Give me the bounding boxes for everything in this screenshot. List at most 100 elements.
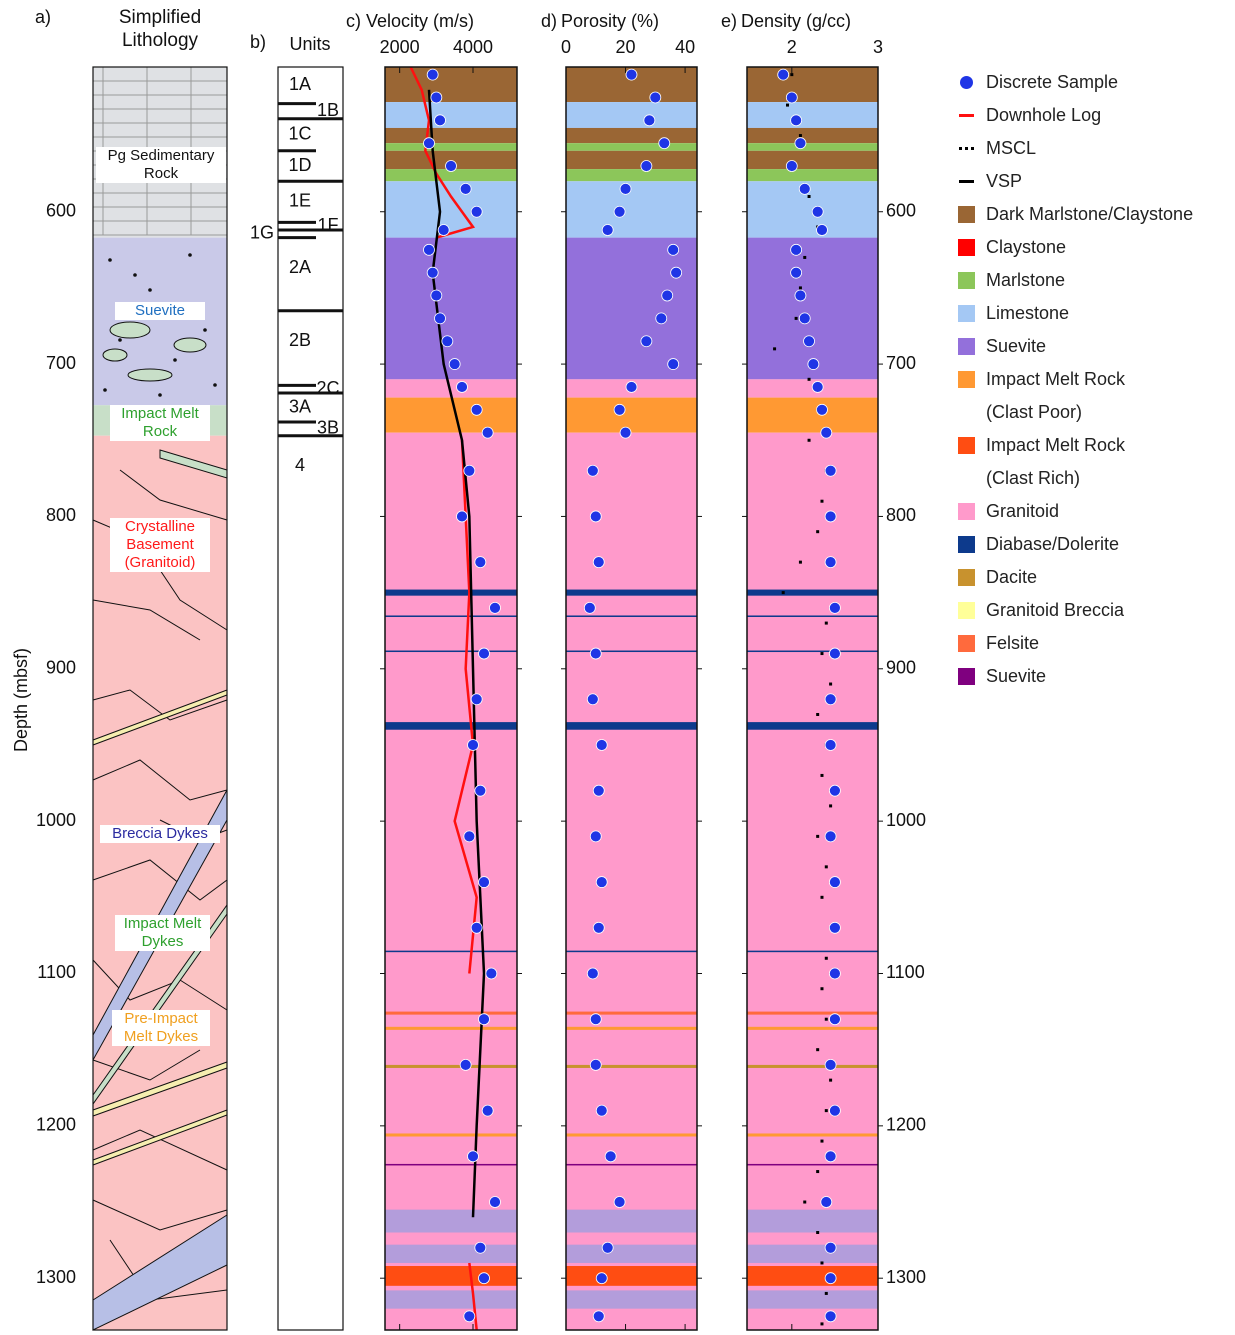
sample-point [821,427,832,438]
legend-symbol [958,297,986,330]
lithology-band [385,615,517,617]
lithology-band [747,433,878,1330]
lithology-band [747,615,878,617]
lithology-band [385,590,517,596]
sample-point [464,831,475,842]
mscl-dot [816,835,819,838]
sample-point [829,1014,840,1025]
clast [133,273,137,277]
unit-label: 1C [288,124,311,144]
sample-point [829,785,840,796]
legend-symbol [958,165,986,198]
legend-symbol [958,528,986,561]
legend-symbol [958,132,986,165]
lithology-band [385,1245,517,1263]
lithology-band [566,590,697,596]
sample-point [825,739,836,750]
lithology-label: Pg Sedimentary Rock [96,147,226,183]
sample-point [590,511,601,522]
sample-point [584,602,595,613]
lithology-band [747,1210,878,1233]
lithology-band [385,1027,517,1030]
legend-swatch [958,635,975,652]
mscl-dot [825,622,828,625]
legend-symbol [958,264,986,297]
legend-symbol [958,330,986,363]
sample-point [593,1311,604,1322]
sample-point [438,225,449,236]
legend-swatch [958,305,975,322]
lithology-band [385,722,517,730]
legend-symbol [958,99,986,132]
legend-item: Impact Melt Rock (Clast Poor) [958,363,1228,429]
sample-point [829,968,840,979]
clast [148,288,152,292]
depth-tick-label: 1000 [886,810,926,830]
legend-label: VSP [986,165,1022,198]
sample-point [602,225,613,236]
legend-label: Impact Melt Rock (Clast Rich) [986,429,1125,495]
sample-point [587,465,598,476]
sample-point [641,161,652,172]
x-tick-label: 40 [675,37,695,57]
legend-item: Felsite [958,627,1228,660]
legend-swatch [958,569,975,586]
depth-tick-label: 700 [46,353,76,373]
lithology-band [747,238,878,380]
unit-label: 1A [289,74,311,94]
lithology-band [566,1012,697,1015]
sample-point [435,313,446,324]
unit-label: 2C [316,378,339,398]
lithology-band [747,398,878,433]
legend-item: Impact Melt Rock (Clast Rich) [958,429,1228,495]
lithology-band [385,1210,517,1233]
sample-point [475,785,486,796]
sample-point [490,1197,501,1208]
sample-point [829,602,840,613]
legend-swatch [958,602,975,619]
sample-point [659,138,670,149]
sample-point [786,161,797,172]
lithology-band [385,398,517,433]
legend-symbol [958,231,986,264]
sample-point [490,602,501,613]
sample-point [825,1242,836,1253]
sample-point [596,1273,607,1284]
legend-swatch [958,239,975,256]
panel: d)Porosity (%)02040 [541,11,702,1330]
lithology-band [747,1133,878,1136]
unit-label: 1G [250,223,274,243]
dyke-label: Impact Melt Dykes [115,915,210,951]
depth-tick-label: 800 [886,505,916,525]
mscl-dot [820,1261,823,1264]
legend-swatch [958,668,975,685]
sample-point [449,359,460,370]
depth-tick-label: 900 [886,658,916,678]
sample-point [424,138,435,149]
mscl-dot [816,1048,819,1051]
lithology-band [385,102,517,128]
sample-point [442,336,453,347]
lithology-label: Suevite [115,302,205,320]
sample-point [593,557,604,568]
unit-label: 3A [289,396,311,416]
sample-point [795,138,806,149]
sample-point [825,557,836,568]
sample-point [475,1242,486,1253]
unit-label: 2B [289,330,311,350]
legend-item: Downhole Log [958,99,1228,132]
legend-symbol [958,429,986,462]
lithology-band [747,1266,878,1286]
sample-point [641,336,652,347]
sample-point [596,1105,607,1116]
sample-point [605,1151,616,1162]
legend-label: Granitoid [986,495,1059,528]
clast [103,388,107,392]
panel-title: Velocity (m/s) [366,11,474,31]
clast [213,383,217,387]
lithology-band [747,102,878,128]
panel-title: Density (g/cc) [741,11,851,31]
sample-point [464,1311,475,1322]
unit-label: 4 [295,455,305,475]
